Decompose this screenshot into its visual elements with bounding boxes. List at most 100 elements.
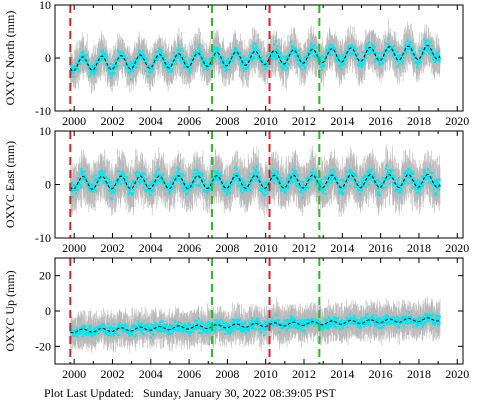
data-point — [394, 49, 397, 52]
data-point — [107, 181, 110, 184]
data-point — [102, 173, 105, 176]
data-point — [144, 173, 147, 176]
data-point — [257, 178, 260, 181]
data-point — [276, 45, 279, 48]
data-point — [129, 188, 132, 191]
data-point — [233, 49, 236, 52]
data-point — [209, 60, 212, 63]
data-point — [339, 56, 342, 59]
data-point — [112, 185, 115, 188]
data-point — [149, 64, 152, 67]
data-point — [356, 54, 359, 57]
data-point — [294, 51, 297, 54]
data-point — [198, 49, 201, 52]
data-point — [311, 54, 314, 57]
data-point — [199, 51, 202, 54]
data-point — [407, 48, 410, 51]
data-point — [351, 43, 354, 46]
data-point — [90, 71, 93, 74]
data-point — [271, 58, 274, 61]
x-tick-label: 2000 — [62, 114, 86, 128]
data-point — [294, 47, 297, 50]
data-point — [330, 43, 333, 46]
data-point — [245, 57, 248, 60]
data-point — [384, 49, 387, 52]
data-point — [428, 47, 431, 50]
data-point — [80, 184, 83, 187]
data-point — [182, 60, 185, 63]
data-point — [207, 66, 210, 69]
data-point — [193, 51, 196, 54]
data-point — [200, 54, 203, 57]
data-point — [99, 174, 102, 177]
data-point — [270, 55, 273, 58]
data-point — [187, 68, 190, 71]
data-point — [367, 52, 370, 55]
data-point — [170, 67, 173, 70]
data-point — [127, 193, 130, 196]
data-point — [420, 56, 423, 59]
data-point — [158, 48, 161, 51]
data-point — [79, 186, 82, 189]
data-point — [378, 62, 381, 65]
data-point — [219, 183, 222, 186]
data-point — [255, 168, 258, 171]
data-point — [406, 51, 409, 54]
data-point — [134, 63, 137, 66]
data-point — [245, 59, 248, 62]
data-point — [423, 41, 426, 44]
data-point — [359, 59, 362, 62]
data-point — [284, 64, 287, 67]
data-point — [357, 63, 360, 66]
data-point — [399, 54, 402, 57]
data-point — [100, 49, 103, 52]
data-point — [177, 44, 180, 47]
data-point — [408, 47, 411, 50]
data-point — [91, 70, 94, 73]
data-point — [253, 47, 256, 50]
data-point — [286, 62, 289, 65]
data-point — [247, 64, 250, 67]
data-point — [211, 181, 214, 184]
data-point — [242, 69, 245, 72]
data-point — [229, 59, 232, 62]
data-point — [189, 67, 192, 70]
data-point — [76, 188, 79, 191]
data-point — [371, 50, 374, 53]
data-point — [174, 57, 177, 60]
data-point — [259, 51, 262, 54]
data-point — [209, 183, 212, 186]
data-point — [77, 176, 80, 179]
data-point — [334, 57, 337, 60]
data-point — [387, 42, 390, 45]
data-point — [93, 63, 96, 66]
data-point — [324, 55, 327, 58]
data-point — [396, 50, 399, 53]
data-point — [294, 54, 297, 57]
data-point — [110, 181, 113, 184]
data-point — [427, 48, 430, 51]
data-point — [351, 53, 354, 56]
data-point — [83, 60, 86, 63]
data-point — [231, 183, 234, 186]
data-point — [138, 55, 141, 58]
data-point — [134, 171, 137, 174]
data-point — [249, 189, 252, 192]
data-point — [139, 177, 142, 180]
data-point — [316, 57, 319, 60]
data-point — [144, 56, 147, 59]
data-point — [201, 182, 204, 185]
data-point — [302, 62, 305, 65]
data-point — [145, 57, 148, 60]
data-point — [109, 73, 112, 76]
data-point — [267, 65, 270, 68]
data-point — [143, 58, 146, 61]
data-point — [394, 52, 397, 55]
data-point — [98, 55, 101, 58]
data-point — [426, 45, 429, 48]
data-point — [160, 49, 163, 52]
x-tick-label: 2006 — [177, 114, 201, 128]
data-point — [437, 56, 440, 59]
data-point — [419, 60, 422, 63]
data-point — [157, 59, 160, 62]
